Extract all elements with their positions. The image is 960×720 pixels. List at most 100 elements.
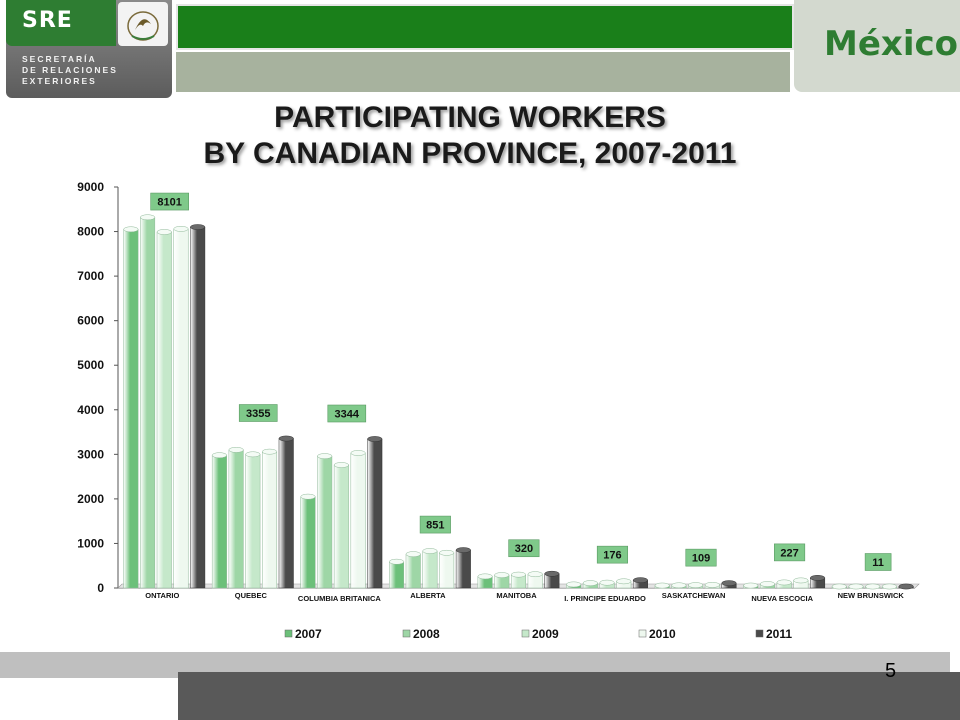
legend-label: 2010 xyxy=(649,627,676,641)
y-tick-label: 1000 xyxy=(77,536,104,550)
bar xyxy=(439,552,455,589)
bar xyxy=(156,231,172,589)
x-tick-label: I. PRINCIPE EDUARDO xyxy=(564,594,646,603)
bar xyxy=(173,228,189,589)
bar xyxy=(455,549,471,589)
y-tick-label: 9000 xyxy=(77,180,104,194)
y-tick-label: 6000 xyxy=(77,314,104,328)
bar-cap xyxy=(173,226,189,232)
data-label-box xyxy=(685,548,717,567)
data-label: 176 xyxy=(603,550,621,562)
x-tick-label: QUEBEC xyxy=(235,591,268,600)
bar xyxy=(228,449,244,589)
data-label: 8101 xyxy=(157,197,181,209)
x-tick-label: NUEVA ESCOCIA xyxy=(751,594,813,603)
bar-cap xyxy=(743,582,759,589)
bar xyxy=(300,496,316,589)
data-label-box xyxy=(419,515,451,534)
bar-cap xyxy=(527,571,543,578)
bar-cap xyxy=(455,547,471,553)
bar-cap xyxy=(245,451,261,458)
y-tick-label: 0 xyxy=(97,581,104,595)
data-label: 851 xyxy=(426,520,444,532)
x-tick-label: MANITOBA xyxy=(496,591,537,600)
bar-cap xyxy=(156,229,172,235)
bar-cap xyxy=(632,577,648,584)
legend-label: 2011 xyxy=(766,627,792,641)
data-label: 3355 xyxy=(246,408,270,420)
data-label: 320 xyxy=(515,543,533,555)
mexico-logo-text: México xyxy=(824,24,958,64)
sre-logo-green-block: SRE xyxy=(6,0,116,46)
bar-cap xyxy=(688,582,704,588)
bar-cap xyxy=(350,450,366,456)
bar-cap xyxy=(544,570,560,577)
bar-cap xyxy=(810,575,826,581)
bar-cap xyxy=(831,583,847,590)
bar-cap xyxy=(848,583,864,590)
y-tick-label: 2000 xyxy=(77,492,104,506)
bar xyxy=(367,438,383,589)
slide-title: PARTICIPATING WORKERS BY CANADIAN PROVIN… xyxy=(80,100,860,172)
bar-cap xyxy=(140,214,156,221)
sre-subtitle-line-3: EXTERIORES xyxy=(22,76,97,86)
data-label: 109 xyxy=(692,553,710,565)
y-tick-label: 3000 xyxy=(77,447,104,461)
bar-cap xyxy=(721,580,737,586)
bar-cap xyxy=(582,580,598,586)
legend-swatch xyxy=(521,629,530,638)
mexico-logo: México xyxy=(794,0,960,92)
y-tick-label: 8000 xyxy=(77,225,104,239)
bar-cap xyxy=(881,583,897,590)
bar xyxy=(317,455,333,589)
legend-label: 2009 xyxy=(532,627,559,641)
bar-cap xyxy=(776,579,792,586)
bar-cap xyxy=(300,493,316,500)
bar-cap xyxy=(405,551,421,557)
y-tick-label: 4000 xyxy=(77,403,104,417)
bar-cap xyxy=(367,436,383,442)
bar-cap xyxy=(704,582,720,588)
bar xyxy=(333,464,349,589)
bar-cap xyxy=(654,582,670,589)
bar xyxy=(123,229,139,589)
data-label-box xyxy=(508,539,540,558)
bar-cap xyxy=(898,583,914,590)
sre-subtitle-line-1: SECRETARÍA xyxy=(22,54,97,64)
header-green-bar xyxy=(176,4,794,50)
bar-cap xyxy=(278,435,294,442)
bar-cap xyxy=(599,579,615,586)
page-number: 5 xyxy=(885,660,897,682)
data-label: 227 xyxy=(780,547,798,559)
data-label-box xyxy=(774,543,806,562)
bar-cap xyxy=(759,581,775,587)
header-gray-bar xyxy=(176,52,790,92)
bar-cap xyxy=(494,572,510,578)
bar-cap xyxy=(389,558,405,565)
bar-cap xyxy=(793,577,809,584)
bar-cap xyxy=(439,549,455,556)
bar-cap xyxy=(422,548,438,554)
bar xyxy=(278,438,294,589)
data-label: 11 xyxy=(872,557,884,569)
bar-cap xyxy=(190,224,206,230)
x-tick-label: SASKATCHEWAN xyxy=(662,591,726,600)
bar xyxy=(422,550,438,589)
bar xyxy=(245,454,261,589)
data-label: 3344 xyxy=(335,409,360,421)
y-tick-label: 7000 xyxy=(77,269,104,283)
x-tick-label: NEW BRUNSWICK xyxy=(838,591,905,600)
legend-swatch xyxy=(284,629,293,638)
y-tick-label: 5000 xyxy=(77,358,104,372)
bar-cap xyxy=(865,583,881,590)
coat-of-arms-icon xyxy=(118,2,168,46)
bar xyxy=(140,217,156,589)
legend-label: 2008 xyxy=(413,627,440,641)
data-label-box xyxy=(327,404,367,423)
sre-logo-text: SRE xyxy=(22,8,73,33)
sre-subtitle: SECRETARÍA DE RELACIONES EXTERIORES xyxy=(22,54,118,87)
bar-cap xyxy=(671,582,687,589)
data-label-box xyxy=(238,404,278,422)
bar xyxy=(389,561,405,589)
